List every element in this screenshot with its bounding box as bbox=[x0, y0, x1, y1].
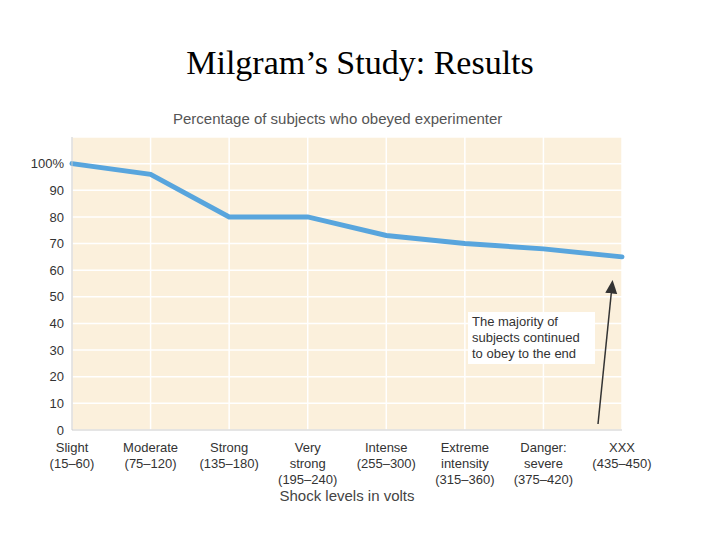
svg-text:Moderate(75–120): Moderate(75–120) bbox=[123, 440, 178, 471]
html-text:Shock levels in volts: Shock levels in volts bbox=[279, 487, 415, 504]
svg-text:20: 20 bbox=[50, 369, 64, 384]
svg-text:40: 40 bbox=[50, 316, 64, 331]
svg-text:XXX(435–450): XXX(435–450) bbox=[592, 440, 651, 471]
svg-text:Slight(15–60): Slight(15–60) bbox=[50, 440, 95, 471]
svg-text:100%: 100% bbox=[31, 156, 65, 171]
svg-text:Verystrong(195–240): Verystrong(195–240) bbox=[278, 440, 337, 487]
svg-text:70: 70 bbox=[50, 236, 64, 251]
svg-text:Extremeintensity(315–360): Extremeintensity(315–360) bbox=[435, 440, 494, 487]
html-text:Milgram’s Study: Results: Milgram’s Study: Results bbox=[186, 44, 534, 81]
svg-text:Intense(255–300): Intense(255–300) bbox=[357, 440, 416, 471]
svg-text:60: 60 bbox=[50, 263, 64, 278]
svg-text:30: 30 bbox=[50, 343, 64, 358]
svg-text:Danger:severe(375–420): Danger:severe(375–420) bbox=[514, 440, 573, 487]
svg-text:80: 80 bbox=[50, 210, 64, 225]
svg-text:0: 0 bbox=[57, 423, 64, 438]
html-text:The majority of subjects conti: The majority of subjects continued to ob… bbox=[472, 314, 580, 361]
svg-text:90: 90 bbox=[50, 183, 64, 198]
svg-text:Strong(135–180): Strong(135–180) bbox=[200, 440, 259, 471]
html-text:Percentage of subjects who obe: Percentage of subjects who obeyed experi… bbox=[173, 110, 503, 127]
svg-text:10: 10 bbox=[50, 396, 64, 411]
svg-text:50: 50 bbox=[50, 289, 64, 304]
